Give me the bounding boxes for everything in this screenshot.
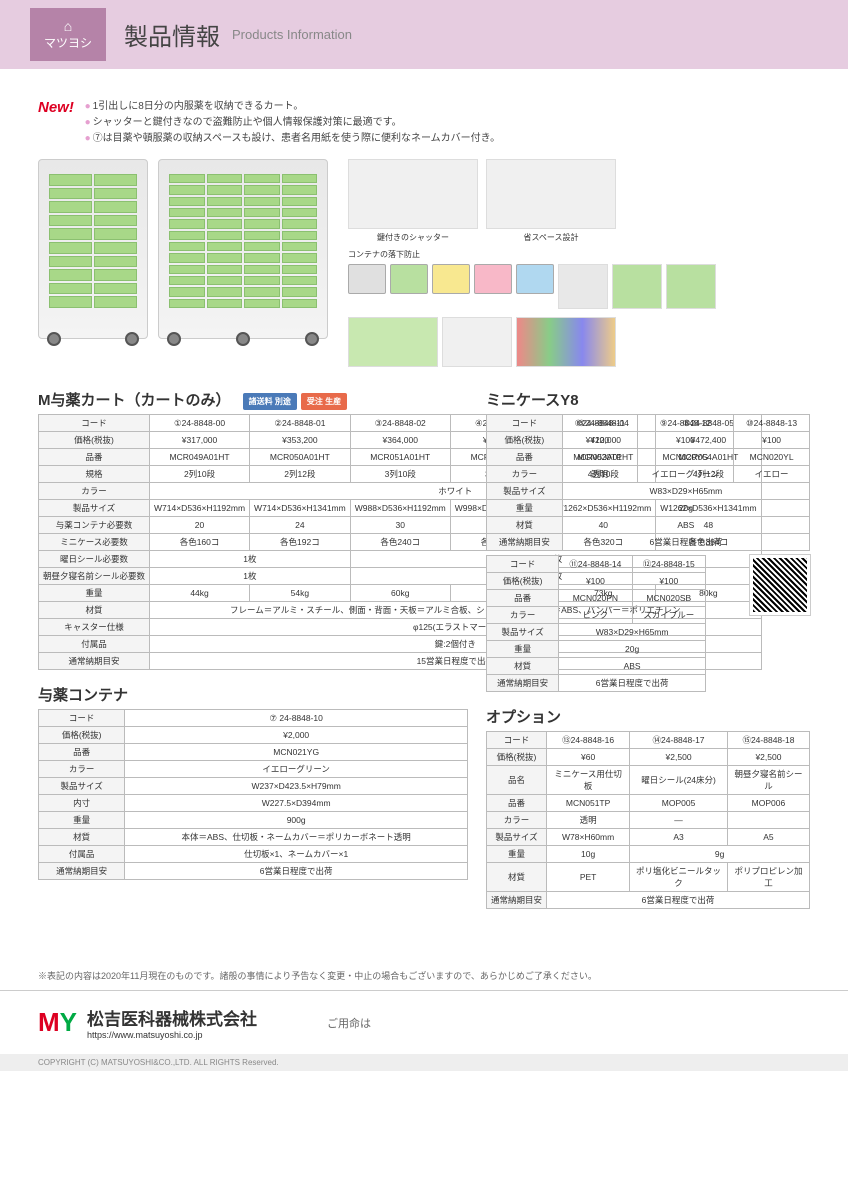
page-title: 製品情報 — [124, 17, 220, 52]
order-badge: 受注 生産 — [301, 393, 347, 410]
disclaimer: ※表記の内容は2020年11月現在のものです。諸般の事情により予告なく変更・中止… — [38, 969, 810, 982]
section3-title: ミニケースY8 — [486, 389, 810, 410]
intro-row: New! 1引出しに8日分の内服薬を収納できるカート。シャッターと鍵付きなので盗… — [38, 99, 810, 147]
cart-image-6 — [158, 159, 328, 339]
shutter-image — [348, 159, 478, 229]
product-images: 鍵付きのシャッター 省スペース設計 コンテナの落下防止 — [38, 159, 810, 375]
detail-images: 鍵付きのシャッター 省スペース設計 コンテナの落下防止 — [348, 159, 810, 375]
contact-label: ご用命は — [327, 1015, 371, 1031]
footer-logo-icon: MY — [38, 1007, 77, 1038]
shipping-badge: 諸送料 別途 — [243, 393, 297, 410]
feature-bullets: 1引出しに8日分の内服薬を収納できるカート。シャッターと鍵付きなので盗難防止や個… — [85, 99, 501, 147]
minicase-table-b: コード⑪24-8848-14⑫24-8848-15価格(税抜)¥100¥100品… — [486, 555, 706, 692]
cart-image-1 — [38, 159, 148, 339]
minicase-table-a: コード⑧24-8848-11⑨24-8848-12⑩24-8848-13価格(税… — [486, 414, 810, 551]
logo-text: マツヨシ — [44, 34, 92, 51]
minicase-4 — [516, 264, 554, 294]
copyright: COPYRIGHT (C) MATSUYOSHI&CO.,LTD. ALL RI… — [0, 1054, 848, 1071]
footer: MY 松吉医科器械株式会社 https://www.matsuyoshi.co.… — [0, 990, 848, 1054]
minicase-0 — [348, 264, 386, 294]
company-url[interactable]: https://www.matsuyoshi.co.jp — [87, 1030, 257, 1040]
minicase-2 — [432, 264, 470, 294]
container-spec-table: コード⑦ 24-8848-10価格(税抜)¥2,000品番MCN021YGカラー… — [38, 709, 468, 880]
page-subtitle: Products Information — [232, 27, 352, 42]
space-image — [486, 159, 616, 229]
new-badge: New! — [38, 99, 74, 116]
brand-logo: ⌂ マツヨシ — [30, 8, 106, 61]
section1-title: M与薬カート（カートのみ） 諸送料 別途 受注 生産 — [38, 389, 468, 410]
minicase-1 — [390, 264, 428, 294]
qr-code — [750, 555, 810, 615]
logo-icon: ⌂ — [44, 18, 92, 34]
company-name: 松吉医科器械株式会社 — [87, 1005, 257, 1030]
sheet-image-1 — [442, 317, 512, 367]
section2-title: 与薬コンテナ — [38, 684, 468, 705]
section4-title: オプション — [486, 706, 810, 727]
sheet-image-2 — [516, 317, 616, 367]
option-table: コード⑬24-8848-16⑭24-8848-17⑮24-8848-18価格(税… — [486, 731, 810, 909]
header-band: ⌂ マツヨシ 製品情報 Products Information — [0, 0, 848, 69]
minicase-3 — [474, 264, 512, 294]
container-image — [348, 317, 438, 367]
